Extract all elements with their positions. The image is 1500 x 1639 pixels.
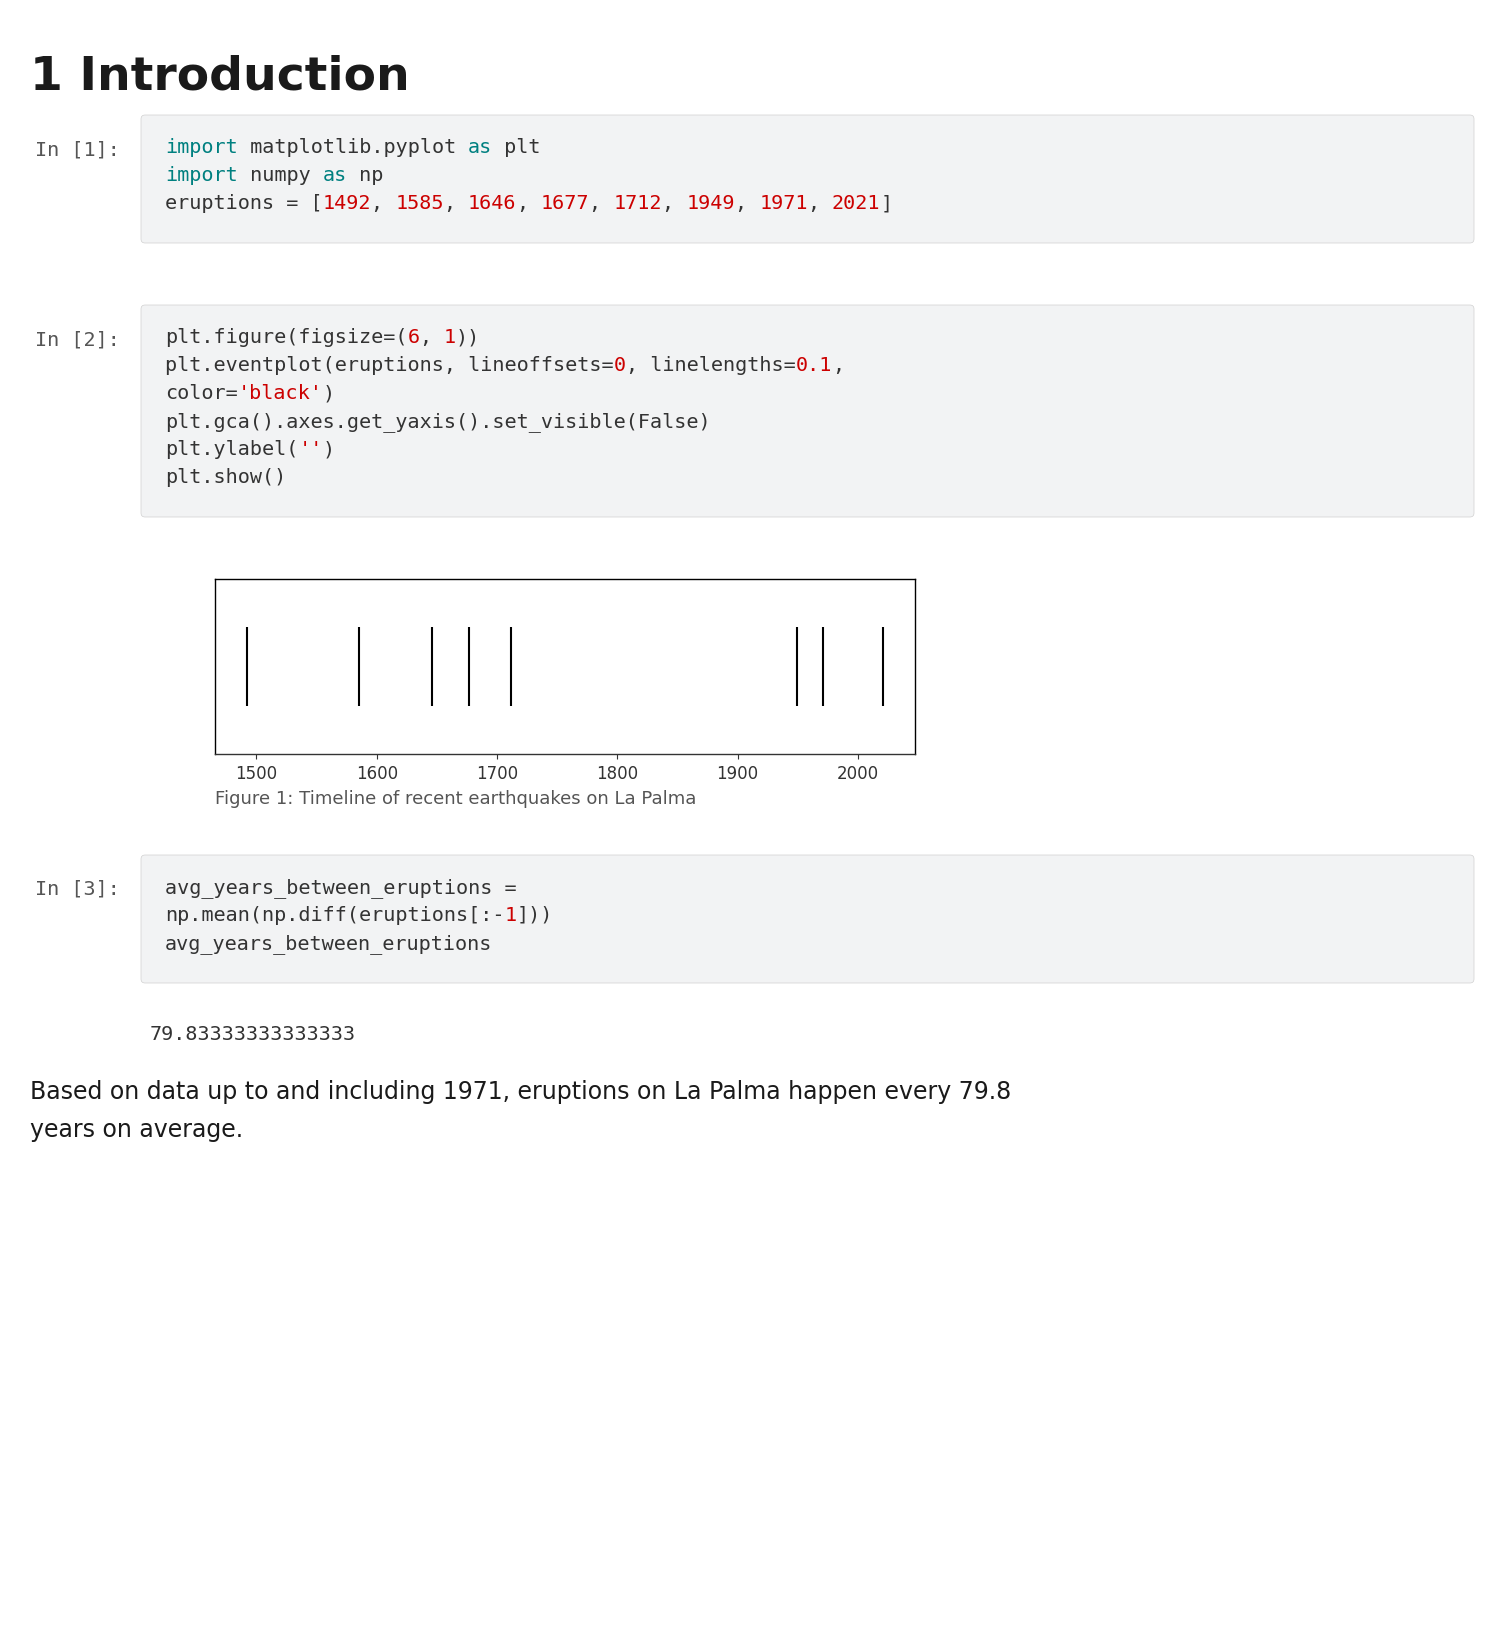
Text: 2021: 2021 [833,193,880,213]
Text: import: import [165,138,237,157]
Text: numpy: numpy [237,166,322,185]
Text: years on average.: years on average. [30,1118,243,1141]
Text: avg_years_between_eruptions =: avg_years_between_eruptions = [165,877,516,898]
Text: 1677: 1677 [542,193,590,213]
Text: ): ) [322,439,334,459]
Text: eruptions = [: eruptions = [ [165,193,322,213]
Text: 79.83333333333333: 79.83333333333333 [150,1024,356,1044]
Text: 1585: 1585 [396,193,444,213]
Text: ): ) [322,384,334,403]
Text: np.mean(np.diff(eruptions[:-: np.mean(np.diff(eruptions[:- [165,905,504,924]
Text: plt.eventplot(eruptions, lineoffsets=: plt.eventplot(eruptions, lineoffsets= [165,356,614,375]
Text: 1949: 1949 [687,193,735,213]
Text: 0: 0 [614,356,626,375]
Text: color=: color= [165,384,237,403]
Text: Figure 1: Timeline of recent earthquakes on La Palma: Figure 1: Timeline of recent earthquakes… [214,790,696,808]
Text: ,: , [420,328,444,347]
Text: 6: 6 [408,328,420,347]
Text: plt.figure(figsize=(: plt.figure(figsize=( [165,328,408,347]
Text: 0.1: 0.1 [795,356,832,375]
Text: ,: , [444,193,468,213]
Text: Based on data up to and including 1971, eruptions on La Palma happen every 79.8: Based on data up to and including 1971, … [30,1080,1011,1103]
Text: )): )) [456,328,480,347]
Text: as: as [468,138,492,157]
Text: ,: , [590,193,613,213]
Text: In [2]:: In [2]: [34,329,120,349]
Text: , linelengths=: , linelengths= [626,356,795,375]
Text: matplotlib.pyplot: matplotlib.pyplot [237,138,468,157]
Text: 1492: 1492 [322,193,370,213]
Text: as: as [322,166,346,185]
Text: '': '' [298,439,322,459]
FancyBboxPatch shape [141,306,1474,518]
Text: import: import [165,166,237,185]
Text: np: np [346,166,384,185]
Text: ,: , [662,193,687,213]
Text: 1: 1 [504,905,516,924]
Text: ])): ])) [516,905,554,924]
FancyBboxPatch shape [141,856,1474,983]
FancyBboxPatch shape [141,116,1474,244]
Text: plt.gca().axes.get_yaxis().set_visible(False): plt.gca().axes.get_yaxis().set_visible(F… [165,411,711,431]
Text: 1 Introduction: 1 Introduction [30,56,410,100]
Text: ,: , [807,193,832,213]
Text: ,: , [370,193,396,213]
Text: 'black': 'black' [237,384,322,403]
Text: ,: , [735,193,759,213]
Text: 1646: 1646 [468,193,516,213]
Text: ]: ] [880,193,892,213]
Text: 1971: 1971 [759,193,807,213]
Text: 1: 1 [444,328,456,347]
Text: 1712: 1712 [614,193,662,213]
Text: ,: , [516,193,542,213]
Text: In [1]:: In [1]: [34,139,120,159]
Text: avg_years_between_eruptions: avg_years_between_eruptions [165,934,492,954]
Text: plt.show(): plt.show() [165,467,286,487]
Text: plt: plt [492,138,542,157]
Text: plt.ylabel(: plt.ylabel( [165,439,298,459]
Text: In [3]:: In [3]: [34,880,120,898]
Text: ,: , [833,356,844,375]
